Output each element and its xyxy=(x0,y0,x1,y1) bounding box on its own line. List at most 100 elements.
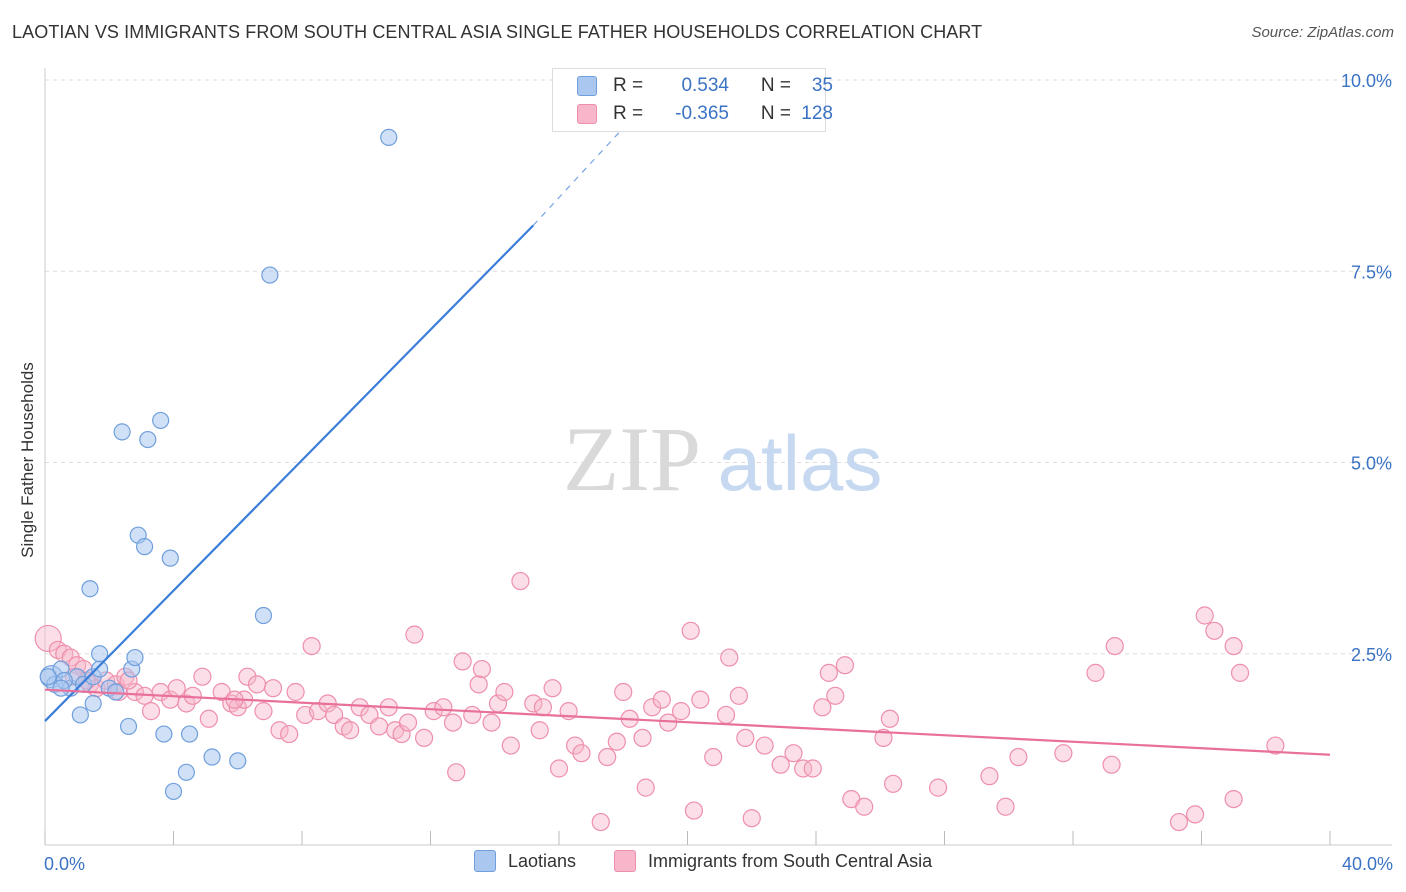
immigrants-point xyxy=(1230,663,1250,682)
y-tick-label: 5.0% xyxy=(1351,454,1392,474)
laotians-point xyxy=(126,648,144,667)
laotians-trend-line xyxy=(44,224,535,722)
immigrants-point xyxy=(614,682,633,702)
immigrants-point xyxy=(533,698,553,717)
legend-n-value: 35 xyxy=(811,75,833,96)
immigrants-point xyxy=(771,755,790,774)
immigrants-point xyxy=(813,698,832,717)
axes xyxy=(44,68,1392,846)
grid-lines xyxy=(45,79,1392,655)
immigrants-point xyxy=(341,721,360,740)
immigrants-point xyxy=(405,625,424,644)
correlation-legend: R = 0.534 N = 35 R = -0.365 N = 128 xyxy=(552,68,833,132)
immigrants-point xyxy=(1185,805,1205,824)
immigrants-point xyxy=(591,812,610,832)
immigrants-point xyxy=(286,682,305,702)
laotians-point xyxy=(84,694,102,713)
immigrants-point xyxy=(928,778,948,797)
immigrants-point xyxy=(1205,621,1224,640)
laotians-point xyxy=(81,580,99,598)
immigrants-point xyxy=(883,774,903,793)
laotians-point xyxy=(139,430,157,449)
immigrants-point xyxy=(874,728,893,748)
immigrants-trend-line xyxy=(44,688,1331,756)
immigrants-point xyxy=(607,732,626,751)
legend-swatch-blue xyxy=(577,76,597,96)
immigrants-point xyxy=(803,759,822,778)
watermark-zip: ZIP xyxy=(563,408,701,510)
immigrants-point xyxy=(469,675,488,694)
laotians-point xyxy=(71,706,89,724)
immigrants-point xyxy=(1266,736,1285,755)
series-immigrants-points xyxy=(34,571,1285,832)
immigrants-point xyxy=(482,713,501,732)
immigrants-point xyxy=(193,667,212,686)
source-credit: Source: ZipAtlas.com xyxy=(1251,24,1394,41)
immigrants-point xyxy=(996,797,1015,816)
immigrants-point xyxy=(652,690,671,709)
immigrants-point xyxy=(495,682,514,702)
series-swatch-pink xyxy=(614,850,636,872)
immigrants-point xyxy=(530,721,549,740)
immigrants-point xyxy=(671,702,691,721)
legend-row-immigrants: R = -0.365 N = 128 xyxy=(577,101,833,127)
immigrants-point xyxy=(819,663,838,682)
laotians-point xyxy=(164,782,183,801)
immigrants-point xyxy=(1224,636,1243,656)
immigrants-point xyxy=(880,709,899,728)
immigrants-point xyxy=(167,679,186,698)
immigrants-point xyxy=(681,621,700,640)
laotians-point xyxy=(52,679,70,697)
chart-title: LAOTIAN VS IMMIGRANTS FROM SOUTH CENTRAL… xyxy=(12,22,983,42)
immigrants-point xyxy=(398,713,418,732)
immigrants-point xyxy=(414,728,434,748)
immigrants-point xyxy=(643,698,662,717)
immigrants-point xyxy=(350,698,369,717)
legend-r-value: 0.534 xyxy=(681,75,729,96)
immigrants-point xyxy=(835,656,855,675)
laotians-point xyxy=(155,725,173,743)
laotians-point xyxy=(113,423,131,441)
immigrants-point xyxy=(472,659,491,679)
immigrants-point xyxy=(736,728,755,748)
immigrants-point xyxy=(691,690,710,709)
immigrants-point xyxy=(572,744,591,763)
y-axis-label: Single Father Households xyxy=(18,362,37,558)
immigrants-point xyxy=(141,702,161,721)
laotians-point xyxy=(177,763,195,781)
laotians-point xyxy=(152,411,170,430)
immigrants-point xyxy=(434,698,453,717)
immigrants-point xyxy=(729,686,749,705)
immigrants-point xyxy=(370,717,389,736)
immigrants-point xyxy=(447,763,466,782)
series-legend-laotians: Laotians xyxy=(474,850,576,872)
immigrants-point xyxy=(392,724,411,744)
series-laotians-points xyxy=(39,128,398,801)
legend-r-label: R = xyxy=(613,75,644,96)
laotians-point xyxy=(135,538,154,556)
immigrants-point xyxy=(784,744,803,763)
immigrants-point xyxy=(270,721,289,740)
y-tick-label: 7.5% xyxy=(1351,262,1392,282)
immigrants-point xyxy=(549,759,569,778)
immigrants-point xyxy=(302,636,321,656)
immigrants-point xyxy=(1105,636,1124,656)
immigrants-point xyxy=(247,675,267,694)
x-tick-label-min: 0.0% xyxy=(44,854,85,874)
laotians-point xyxy=(91,660,109,678)
immigrants-point xyxy=(1086,663,1105,682)
legend-n-label: N = xyxy=(760,103,791,124)
immigrants-point xyxy=(1102,755,1121,774)
immigrants-point xyxy=(704,747,723,767)
legend-r-label: R = xyxy=(613,103,644,124)
trend-lines xyxy=(44,110,1331,756)
laotians-point xyxy=(180,725,199,743)
y-axis-label-wrap: Single Father Households xyxy=(16,300,40,620)
immigrants-point xyxy=(684,801,704,820)
immigrants-point xyxy=(199,709,218,728)
immigrants-point xyxy=(34,624,62,653)
immigrants-point xyxy=(855,797,874,816)
immigrants-point xyxy=(1009,747,1028,767)
tick-labels: 2.5% 5.0% 7.5% 10.0% 0.0% 40.0% xyxy=(44,71,1393,874)
